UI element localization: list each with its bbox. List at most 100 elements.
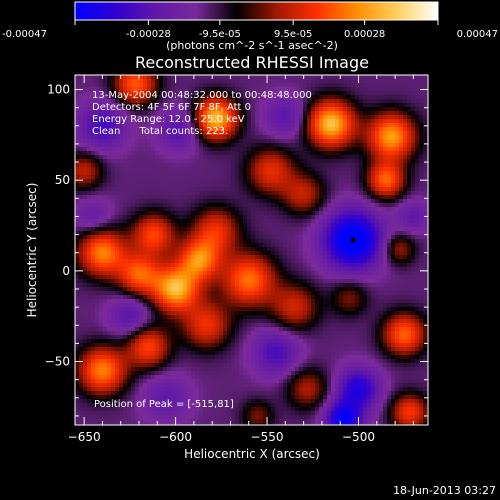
heatmap-cell bbox=[311, 163, 315, 167]
heatmap-cell bbox=[331, 219, 335, 223]
heatmap-cell bbox=[263, 143, 267, 147]
heatmap-cell bbox=[223, 243, 227, 247]
heatmap-cell bbox=[183, 119, 187, 123]
heatmap-cell bbox=[267, 111, 271, 115]
heatmap-cell bbox=[255, 263, 259, 267]
heatmap-cell bbox=[219, 275, 223, 279]
heatmap-cell bbox=[291, 239, 295, 243]
heatmap-cell bbox=[367, 99, 371, 103]
heatmap-cell bbox=[247, 215, 251, 219]
heatmap-cell bbox=[315, 167, 319, 171]
heatmap-cell bbox=[255, 155, 259, 159]
heatmap-cell bbox=[103, 95, 107, 99]
heatmap-cell bbox=[151, 79, 155, 83]
heatmap-cell bbox=[171, 119, 175, 123]
heatmap-cell bbox=[139, 175, 143, 179]
heatmap-cell bbox=[107, 171, 111, 175]
heatmap-cell bbox=[159, 279, 163, 283]
heatmap-cell bbox=[199, 91, 203, 95]
heatmap-cell bbox=[259, 219, 263, 223]
heatmap-cell bbox=[247, 139, 251, 143]
heatmap-cell bbox=[151, 95, 155, 99]
heatmap-cell bbox=[75, 203, 79, 207]
heatmap-cell bbox=[151, 139, 155, 143]
heatmap-cell bbox=[395, 119, 399, 123]
heatmap-cell bbox=[179, 143, 183, 147]
heatmap-cell bbox=[363, 199, 367, 203]
heatmap-cell bbox=[371, 251, 375, 255]
heatmap-cell bbox=[215, 95, 219, 99]
heatmap-cell bbox=[143, 139, 147, 143]
heatmap-cell bbox=[147, 263, 151, 267]
heatmap-cell bbox=[303, 219, 307, 223]
heatmap-cell bbox=[123, 259, 127, 263]
heatmap-cell bbox=[275, 115, 279, 119]
heatmap-cell bbox=[199, 275, 203, 279]
heatmap-cell bbox=[343, 259, 347, 263]
heatmap-cell bbox=[271, 231, 275, 235]
heatmap-cell bbox=[403, 271, 407, 275]
heatmap-cell bbox=[311, 119, 315, 123]
heatmap-cell bbox=[287, 235, 291, 239]
heatmap-cell bbox=[395, 203, 399, 207]
heatmap-cell bbox=[275, 211, 279, 215]
heatmap-cell bbox=[235, 163, 239, 167]
heatmap-cell bbox=[259, 223, 263, 227]
heatmap-cell bbox=[79, 111, 83, 115]
heatmap-cell bbox=[167, 291, 171, 295]
heatmap-cell bbox=[91, 107, 95, 111]
heatmap-cell bbox=[339, 83, 343, 87]
heatmap-cell bbox=[407, 127, 411, 131]
heatmap-cell bbox=[295, 291, 299, 295]
heatmap-cell bbox=[375, 219, 379, 223]
heatmap-cell bbox=[315, 159, 319, 163]
heatmap-cell bbox=[315, 231, 319, 235]
heatmap-cell bbox=[295, 239, 299, 243]
heatmap-cell bbox=[331, 127, 335, 131]
heatmap-cell bbox=[275, 83, 279, 87]
heatmap-cell bbox=[387, 283, 391, 287]
heatmap-cell bbox=[267, 227, 271, 231]
heatmap-cell bbox=[131, 259, 135, 263]
heatmap-cell bbox=[291, 223, 295, 227]
heatmap-cell bbox=[391, 295, 395, 299]
heatmap-cell bbox=[91, 211, 95, 215]
heatmap-cell bbox=[191, 83, 195, 87]
heatmap-cell bbox=[379, 183, 383, 187]
heatmap-cell bbox=[95, 279, 99, 283]
heatmap-cell bbox=[267, 175, 271, 179]
heatmap-cell bbox=[159, 211, 163, 215]
heatmap-cell bbox=[319, 175, 323, 179]
heatmap-cell bbox=[207, 95, 211, 99]
heatmap-cell bbox=[295, 103, 299, 107]
heatmap-cell bbox=[299, 179, 303, 183]
heatmap-cell bbox=[299, 75, 303, 79]
heatmap-cell bbox=[295, 75, 299, 79]
heatmap-cell bbox=[383, 291, 387, 295]
heatmap-cell bbox=[139, 263, 143, 267]
heatmap-cell bbox=[327, 291, 331, 295]
heatmap-cell bbox=[403, 135, 407, 139]
heatmap-cell bbox=[415, 111, 419, 115]
heatmap-cell bbox=[251, 95, 255, 99]
heatmap-cell bbox=[187, 227, 191, 231]
heatmap-cell bbox=[363, 103, 367, 107]
heatmap-cell bbox=[151, 195, 155, 199]
heatmap-cell bbox=[219, 111, 223, 115]
heatmap-cell bbox=[151, 131, 155, 135]
heatmap-cell bbox=[111, 83, 115, 87]
heatmap-cell bbox=[243, 131, 247, 135]
heatmap-cell bbox=[227, 175, 231, 179]
heatmap-cell bbox=[199, 207, 203, 211]
heatmap-cell bbox=[223, 131, 227, 135]
heatmap-cell bbox=[203, 175, 207, 179]
heatmap-cell bbox=[347, 267, 351, 271]
heatmap-cell bbox=[247, 267, 251, 271]
heatmap-cell bbox=[367, 283, 371, 287]
heatmap-cell bbox=[195, 215, 199, 219]
heatmap-cell bbox=[407, 255, 411, 259]
heatmap-cell bbox=[215, 227, 219, 231]
heatmap-cell bbox=[267, 99, 271, 103]
heatmap-cell bbox=[143, 295, 147, 299]
heatmap-cell bbox=[335, 175, 339, 179]
